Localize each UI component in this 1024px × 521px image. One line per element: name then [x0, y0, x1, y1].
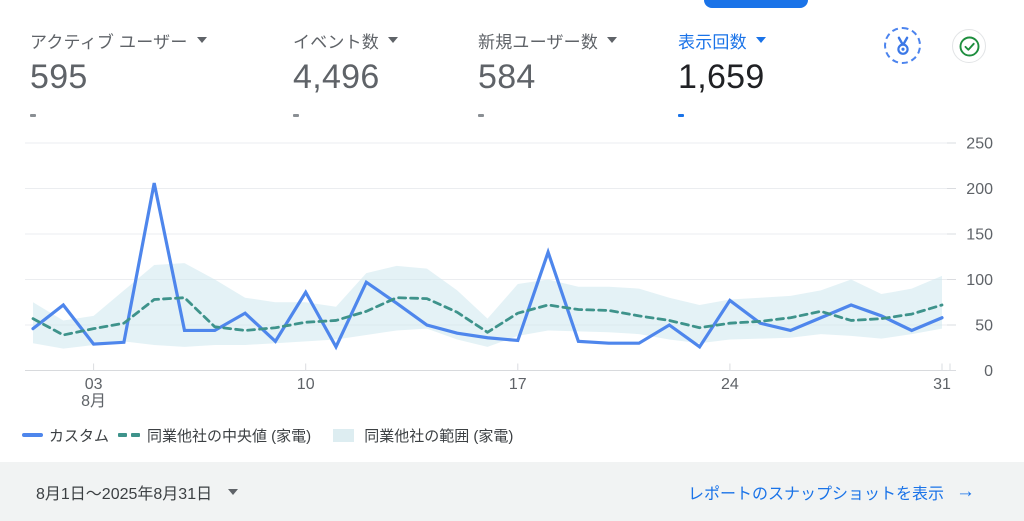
check-circle-icon: [959, 36, 979, 56]
svg-text:17: 17: [509, 376, 527, 393]
svg-text:24: 24: [721, 376, 739, 393]
dropdown-caret-icon[interactable]: [196, 37, 207, 43]
dropdown-caret-icon[interactable]: [607, 37, 618, 43]
svg-text:0: 0: [984, 363, 993, 380]
svg-text:10: 10: [297, 376, 315, 393]
metric-value: 595: [30, 58, 88, 96]
legend-label-peer-median: 同業他社の中央値 (家電): [147, 427, 312, 445]
svg-text:8月: 8月: [81, 393, 106, 410]
svg-text:100: 100: [966, 272, 993, 289]
benchmarking-badge-button[interactable]: [884, 27, 921, 64]
legend-swatch-line-icon: [22, 433, 43, 437]
report-snapshot-link[interactable]: レポートのスナップショットを表示 →: [688, 480, 975, 504]
legend-label-peer-range: 同業他社の範囲 (家電): [364, 427, 514, 445]
chart-legend: カスタム 同業他社の中央値 (家電) 同業他社の範囲 (家電): [22, 427, 514, 445]
time-series-chart[interactable]: 0 50 100 150 200 250 03 8月 10 17 24 31: [0, 130, 1024, 410]
legend-label-custom: カスタム: [49, 427, 110, 445]
sparkline-dash: [478, 114, 484, 117]
metric-value: 4,496: [293, 58, 380, 96]
sparkline-dash: [30, 114, 36, 117]
medal-icon: [896, 36, 909, 55]
metric-label: イベント数: [293, 32, 379, 52]
dropdown-caret-icon: [228, 488, 239, 495]
footer-bar: 8月1日〜2025年8月31日 レポートのスナップショットを表示 →: [0, 462, 1024, 521]
svg-text:150: 150: [966, 227, 993, 244]
legend-swatch-band-icon: [333, 428, 355, 442]
selected-metric-tab-indicator: [704, 0, 808, 8]
snapshot-link-label: レポートのスナップショットを表示: [687, 485, 944, 503]
dropdown-caret-icon[interactable]: [388, 37, 398, 43]
metric-card-event-count[interactable]: イベント数 4,496: [293, 30, 398, 117]
metric-label: アクティブ ユーザー: [30, 32, 188, 52]
metric-card-views-selected[interactable]: 表示回数 1,659: [678, 30, 766, 117]
metric-card-new-users[interactable]: 新規ユーザー数 584: [478, 30, 618, 117]
svg-text:31: 31: [933, 376, 951, 393]
metric-label: 新規ユーザー数: [478, 32, 599, 52]
metric-value: 1,659: [678, 58, 765, 96]
right-arrow-icon: →: [956, 480, 975, 502]
svg-text:03: 03: [85, 376, 103, 393]
metric-label: 表示回数: [678, 32, 747, 52]
dropdown-caret-icon[interactable]: [755, 37, 766, 43]
metric-card-active-users[interactable]: アクティブ ユーザー 595: [30, 30, 207, 117]
svg-text:200: 200: [966, 181, 993, 198]
date-range-selector[interactable]: 8月1日〜2025年8月31日: [36, 480, 239, 504]
metric-value: 584: [478, 58, 536, 96]
svg-text:250: 250: [966, 136, 993, 153]
svg-text:50: 50: [975, 318, 993, 335]
sparkline-dash: [678, 114, 684, 117]
legend-swatch-dashed-icon: [118, 433, 141, 437]
date-range-label: 8月1日〜2025年8月31日: [36, 485, 213, 503]
status-check-button[interactable]: [952, 29, 986, 63]
sparkline-dash: [293, 114, 299, 117]
